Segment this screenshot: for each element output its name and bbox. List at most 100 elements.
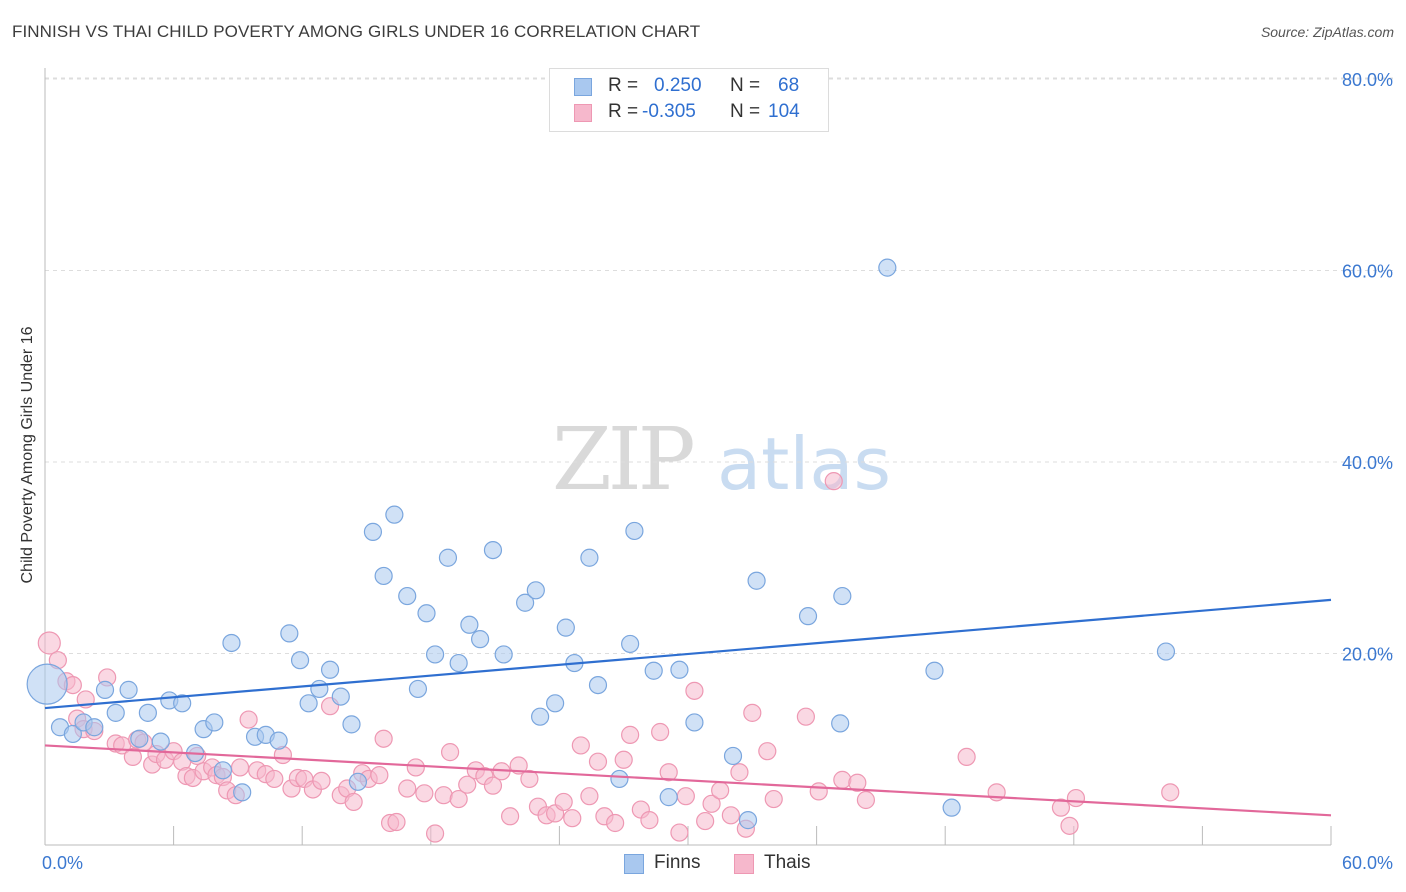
finns-point <box>580 548 599 567</box>
thais-point <box>580 787 599 806</box>
gridlines <box>45 77 1393 654</box>
finns-r-label: R = <box>608 75 639 96</box>
y-tick-label: 20.0% <box>1342 645 1393 665</box>
thais-swatch <box>574 104 592 122</box>
finns-point <box>588 675 608 695</box>
finns-point <box>342 715 361 734</box>
finns-point <box>516 593 535 612</box>
thais-point <box>824 472 843 491</box>
finns-point <box>408 679 428 699</box>
finns-point <box>438 548 458 567</box>
thais-point <box>833 770 852 789</box>
finns-r-value: 0.250 <box>654 75 702 96</box>
thais-trend-line <box>44 744 1332 817</box>
finns-point <box>213 761 232 780</box>
thais-points <box>37 472 1180 843</box>
thais-point <box>501 807 520 826</box>
finns-point <box>348 772 368 791</box>
finns-point <box>610 769 629 789</box>
thais-point <box>1161 783 1180 802</box>
finns-point <box>738 811 758 830</box>
finns-point <box>833 586 852 606</box>
thais-point <box>387 812 406 832</box>
finns-point <box>280 624 299 643</box>
finns-point <box>449 653 468 673</box>
thais-point <box>957 747 976 767</box>
thais-point <box>696 811 715 831</box>
thais-point <box>1066 788 1086 808</box>
finns-point <box>747 571 766 590</box>
finns-point <box>685 713 704 732</box>
finns-point <box>374 566 393 586</box>
thais-point <box>702 794 721 813</box>
thais-point <box>764 789 783 809</box>
finns-point <box>526 581 545 600</box>
thais-r-label: R = <box>608 101 639 122</box>
thais-point <box>425 824 445 843</box>
thais-point <box>406 758 425 777</box>
thais-point <box>123 747 142 767</box>
thais-point <box>344 792 363 812</box>
thais-point <box>758 742 777 761</box>
thais-point <box>856 790 875 810</box>
thais-point <box>606 813 625 833</box>
finns-point <box>625 521 644 541</box>
finns-point <box>222 633 241 653</box>
finns-point <box>106 703 125 722</box>
finns-point <box>425 645 445 664</box>
finns-point <box>205 713 224 732</box>
y-tick-label: 60.0% <box>1342 262 1393 282</box>
y-tick-label: 40.0% <box>1342 453 1393 473</box>
thais-point <box>370 766 389 785</box>
finns-point <box>494 645 513 664</box>
thais-point <box>743 703 762 722</box>
thais-point <box>711 781 730 800</box>
thais-point <box>730 763 749 782</box>
source-label: Source: ZipAtlas.com <box>1260 24 1394 40</box>
finns-point <box>659 788 678 807</box>
thais-n-value: 104 <box>768 101 800 122</box>
thais-point <box>809 782 828 801</box>
thais-point <box>265 769 284 789</box>
finns-point <box>151 732 170 751</box>
thais-point <box>554 792 573 812</box>
finns-point <box>798 607 818 626</box>
finns-n-label: N = <box>730 75 761 96</box>
thais-point <box>651 722 670 742</box>
thais-point <box>449 789 468 809</box>
thais-legend-label: Thais <box>764 852 811 873</box>
thais-point <box>1051 798 1071 817</box>
finns-point <box>310 679 329 699</box>
finns-swatch <box>574 78 592 96</box>
trend-lines <box>44 598 1332 817</box>
finns-point <box>385 505 404 524</box>
thais-legend-swatch <box>734 854 754 874</box>
thais-r-value: -0.305 <box>642 101 696 122</box>
thais-n-label: N = <box>730 101 761 122</box>
thais-point <box>415 784 434 803</box>
finns-point <box>363 522 383 541</box>
finns-point <box>320 660 340 679</box>
finns-point <box>130 729 149 748</box>
tick-labels: 20.0% 40.0% 60.0% 80.0% 0.0% 60.0% <box>42 70 1393 873</box>
finns-point <box>644 661 663 680</box>
finns-point <box>460 615 479 634</box>
finns-point <box>556 618 575 637</box>
finns-point <box>670 660 689 679</box>
thais-point <box>37 631 61 655</box>
x-tick-label: 60.0% <box>1342 853 1393 873</box>
finns-point <box>63 724 82 744</box>
finns-point <box>233 783 252 802</box>
watermark: ZIP atlas <box>552 410 891 510</box>
finns-point <box>331 687 350 706</box>
thais-point <box>520 769 539 789</box>
thais-point <box>670 823 689 842</box>
finns-point <box>26 663 68 705</box>
finns-point <box>95 680 115 699</box>
thais-point <box>848 773 867 792</box>
finns-point <box>269 731 288 750</box>
thais-point <box>614 750 633 769</box>
thais-point <box>440 743 460 762</box>
thais-point <box>230 758 250 777</box>
finns-point <box>1156 642 1176 661</box>
